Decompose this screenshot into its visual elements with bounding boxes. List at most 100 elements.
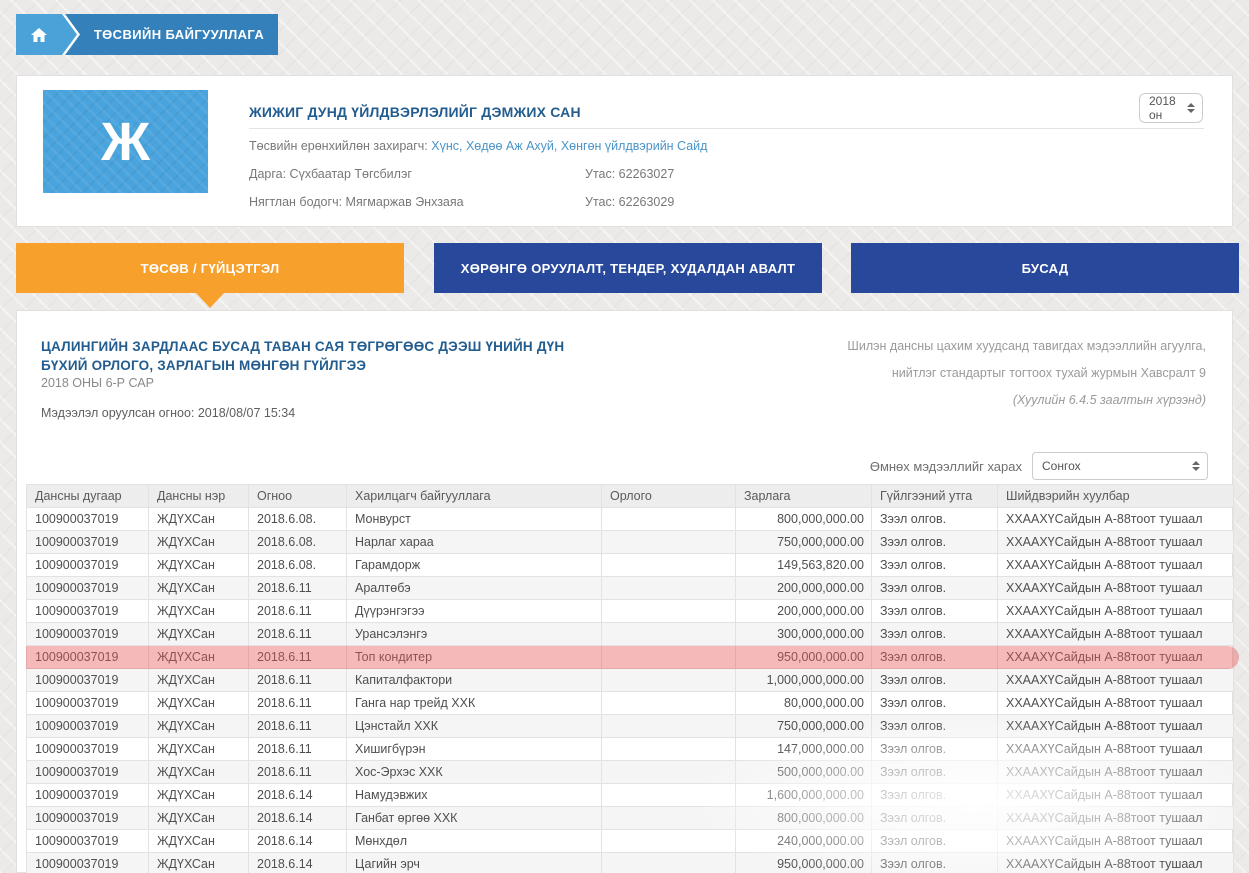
table-cell: ХХААХҮСайдын А-88тоот тушаал (997, 852, 1234, 873)
table-cell: ХХААХҮСайдын А-88тоот тушаал (997, 691, 1234, 715)
table-cell: Зээл олгов. (871, 852, 998, 873)
table-cell: 2018.6.08. (248, 530, 347, 554)
divider (249, 128, 1204, 129)
table-row[interactable]: 100900037019 ЖДҮХСан 2018.6.08. Гарамдорж 14… (26, 553, 1234, 577)
table-cell: ХХААХҮСайдын А-88тоот тушаал (997, 714, 1234, 738)
table-cell (601, 829, 736, 853)
year-select[interactable]: 2018 он (1139, 93, 1203, 123)
table-cell: ХХААХҮСайдын А-88тоот тушаал (997, 760, 1234, 784)
table-cell: 100900037019 (26, 645, 149, 669)
table-cell: 2018.6.11 (248, 737, 347, 761)
chevron-up-down-icon (1187, 103, 1195, 113)
table-cell: Зээл олгов. (871, 553, 998, 577)
column-header: Зарлага (735, 484, 872, 508)
report-subtitle: 2018 ОНЫ 6-Р САР (41, 376, 154, 390)
table-row[interactable]: 100900037019 ЖДҮХСан 2018.6.11 Ганга нар тр… (26, 691, 1234, 715)
table-row[interactable]: 100900037019 ЖДҮХСан 2018.6.11 Дүүрэнгэгээ 2… (26, 599, 1234, 623)
table-cell: Зээл олгов. (871, 530, 998, 554)
table-row[interactable]: 100900037019 ЖДҮХСан 2018.6.14 Цагийн эрч 95… (26, 852, 1234, 873)
table-cell: 2018.6.08. (248, 507, 347, 531)
table-cell: ЖДҮХСан (148, 553, 249, 577)
column-header: Гүйлгээний утга (871, 484, 998, 508)
table-row[interactable]: 100900037019 ЖДҮХСан 2018.6.11 Хос-Эрхэс ХХ… (26, 760, 1234, 784)
accountant-phone: Утас: 62263029 (585, 195, 675, 209)
tab-budget-performance[interactable]: ТӨСӨВ / ГҮЙЦЭТГЭЛ (16, 243, 404, 293)
breadcrumb-label[interactable]: ТӨСВИЙН БАЙГУУЛЛАГА (93, 27, 265, 42)
table-cell: Зээл олгов. (871, 829, 998, 853)
table-cell: ХХААХҮСайдын А-88тоот тушаал (997, 530, 1234, 554)
home-button[interactable] (16, 14, 77, 55)
table-cell: ЖДҮХСан (148, 806, 249, 830)
column-header: Орлого (601, 484, 736, 508)
table-cell: 2018.6.14 (248, 852, 347, 873)
table-cell: Зээл олгов. (871, 737, 998, 761)
table-cell (601, 530, 736, 554)
table-row[interactable]: 100900037019 ЖДҮХСан 2018.6.08. Нарлаг хара… (26, 530, 1234, 554)
table-cell: Ганбат өргөө ХХК (346, 806, 602, 830)
table-row[interactable]: 100900037019 ЖДҮХСан 2018.6.14 Намудэвжих 1,… (26, 783, 1234, 807)
table-cell: ХХААХҮСайдын А-88тоот тушаал (997, 576, 1234, 600)
table-cell: 950,000,000.00 (735, 852, 872, 873)
table-cell (601, 760, 736, 784)
table-cell: ХХААХҮСайдын А-88тоот тушаал (997, 783, 1234, 807)
tab-investment-tender-procurement[interactable]: ХӨРӨНГӨ ОРУУЛАЛТ, ТЕНДЕР, ХУДАЛДАН АВАЛТ (434, 243, 822, 293)
budget-chief-link[interactable]: Хүнс, Хөдөө Аж Ахуй, Хөнгөн үйлдвэрийн С… (431, 139, 708, 153)
budget-chief-line: Төсвийн ерөнхийлөн захирагч: Хүнс, Хөдөө… (249, 139, 707, 153)
table-cell: 300,000,000.00 (735, 622, 872, 646)
table-cell (601, 645, 736, 669)
table-cell: Намудэвжих (346, 783, 602, 807)
column-header: Шийдвэрийн хуулбар (997, 484, 1234, 508)
tab-other[interactable]: БУСАД (851, 243, 1239, 293)
table-cell: Цэнстайл ХХК (346, 714, 602, 738)
table-row[interactable]: 100900037019 ЖДҮХСан 2018.6.11 Капиталфакто… (26, 668, 1234, 692)
table-cell: 100900037019 (26, 783, 149, 807)
table-cell: Зээл олгов. (871, 622, 998, 646)
table-cell: 750,000,000.00 (735, 530, 872, 554)
table-cell: 200,000,000.00 (735, 576, 872, 600)
table-cell (601, 783, 736, 807)
table-row[interactable]: 100900037019 ЖДҮХСан 2018.6.14 Ганбат өргөө… (26, 806, 1234, 830)
home-icon (31, 27, 47, 42)
organization-card: Ж ЖИЖИГ ДУНД ҮЙЛДВЭРЛЭЛИЙГ ДЭМЖИХ САН Тө… (16, 75, 1233, 227)
column-header: Дансны дугаар (26, 484, 149, 508)
table-cell: 950,000,000.00 (735, 645, 872, 669)
table-cell: 100900037019 (26, 622, 149, 646)
organization-name[interactable]: ЖИЖИГ ДУНД ҮЙЛДВЭРЛЭЛИЙГ ДЭМЖИХ САН (249, 104, 581, 120)
previous-report-row: Өмнөх мэдээллийг харах Сонгох (870, 452, 1208, 480)
tab-budget-performance-label: ТӨСӨВ / ГҮЙЦЭТГЭЛ (140, 260, 280, 276)
table-cell: 2018.6.08. (248, 553, 347, 577)
table-cell (601, 599, 736, 623)
table-cell: 100900037019 (26, 691, 149, 715)
transactions-table: Дансны дугаар Дансны нэр Огноо Харилцагч ба… (26, 484, 1234, 873)
table-cell: ЖДҮХСан (148, 645, 249, 669)
table-cell: 500,000,000.00 (735, 760, 872, 784)
table-cell: 2018.6.11 (248, 599, 347, 623)
table-cell: ЖДҮХСан (148, 760, 249, 784)
report-note-line1: Шилэн дансны цахим хуудсанд тавигдах мэд… (847, 339, 1206, 353)
table-cell: 2018.6.14 (248, 783, 347, 807)
report-note-line3: (Хуулийн 6.4.5 заалтын хүрээнд) (1012, 393, 1206, 407)
table-cell: ЖДҮХСан (148, 737, 249, 761)
previous-report-select[interactable]: Сонгох (1032, 452, 1208, 480)
table-cell: Зээл олгов. (871, 806, 998, 830)
table-cell (601, 553, 736, 577)
budget-chief-label: Төсвийн ерөнхийлөн захирагч: (249, 139, 432, 153)
table-row-highlighted[interactable]: 100900037019 ЖДҮХСан 2018.6.11 Топ кондитер… (26, 645, 1234, 669)
table-row[interactable]: 100900037019 ЖДҮХСан 2018.6.11 Хишигбүрэн 14… (26, 737, 1234, 761)
table-row[interactable]: 100900037019 ЖДҮХСан 2018.6.11 Аралтөбэ 200,… (26, 576, 1234, 600)
table-row[interactable]: 100900037019 ЖДҮХСан 2018.6.11 Урансэлэнгэ 3… (26, 622, 1234, 646)
table-cell: 100900037019 (26, 760, 149, 784)
table-cell: ЖДҮХСан (148, 852, 249, 873)
table-cell: Капиталфактори (346, 668, 602, 692)
table-cell: ЖДҮХСан (148, 622, 249, 646)
table-row[interactable]: 100900037019 ЖДҮХСан 2018.6.14 Мөнхдөл 240,0… (26, 829, 1234, 853)
tab-other-label: БУСАД (1021, 260, 1069, 276)
table-cell (601, 806, 736, 830)
director-line: Дарга: Сүхбаатар Төгсбилэг (249, 167, 412, 181)
transactions-tbody: 100900037019 ЖДҮХСан 2018.6.08. Монвурст 800… (26, 507, 1234, 873)
table-cell: ЖДҮХСан (148, 599, 249, 623)
table-row[interactable]: 100900037019 ЖДҮХСан 2018.6.11 Цэнстайл ХХК… (26, 714, 1234, 738)
table-row[interactable]: 100900037019 ЖДҮХСан 2018.6.08. Монвурст 800… (26, 507, 1234, 531)
table-cell: 100900037019 (26, 553, 149, 577)
table-cell: 2018.6.11 (248, 668, 347, 692)
